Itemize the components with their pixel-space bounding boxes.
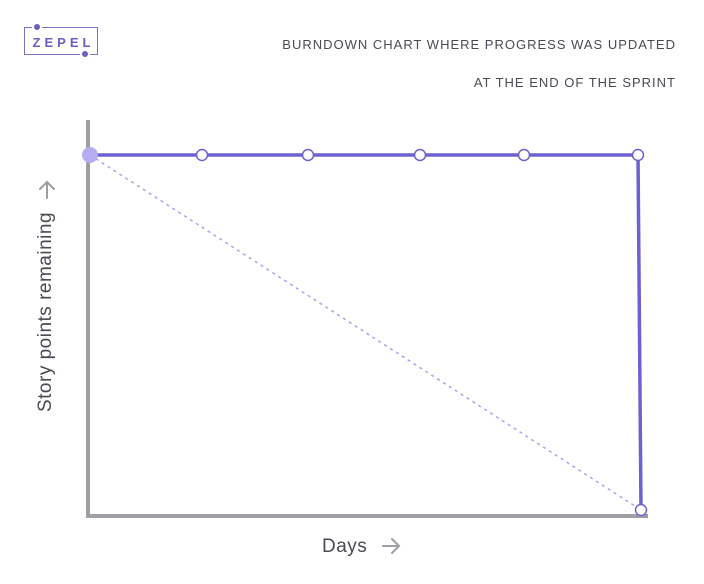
data-point-marker bbox=[301, 148, 315, 162]
y-axis-label: Story points remaining bbox=[35, 211, 56, 413]
start-point-marker bbox=[82, 147, 98, 163]
logo-frame bbox=[24, 27, 98, 55]
y-arrow-icon bbox=[39, 180, 55, 199]
chart-title-line-2: AT THE END OF THE SPRINT bbox=[473, 75, 676, 90]
x-arrow-icon bbox=[382, 538, 401, 554]
logo-dot bbox=[82, 51, 88, 57]
data-point-marker bbox=[517, 148, 531, 162]
logo-dot bbox=[34, 24, 40, 30]
logo-text: ZEPEL bbox=[32, 34, 95, 50]
data-point-marker bbox=[634, 503, 648, 517]
zepel-logo: ZEPEL bbox=[24, 24, 100, 57]
x-axis-label: Days bbox=[322, 536, 368, 557]
data-point-marker bbox=[631, 148, 645, 162]
chart-title-line-1: BURNDOWN CHART WHERE PROGRESS WAS UPDATE… bbox=[282, 37, 676, 52]
series-layer bbox=[82, 147, 648, 517]
data-point-marker bbox=[195, 148, 209, 162]
data-point-marker bbox=[413, 148, 427, 162]
ideal-burndown-line bbox=[89, 154, 642, 511]
